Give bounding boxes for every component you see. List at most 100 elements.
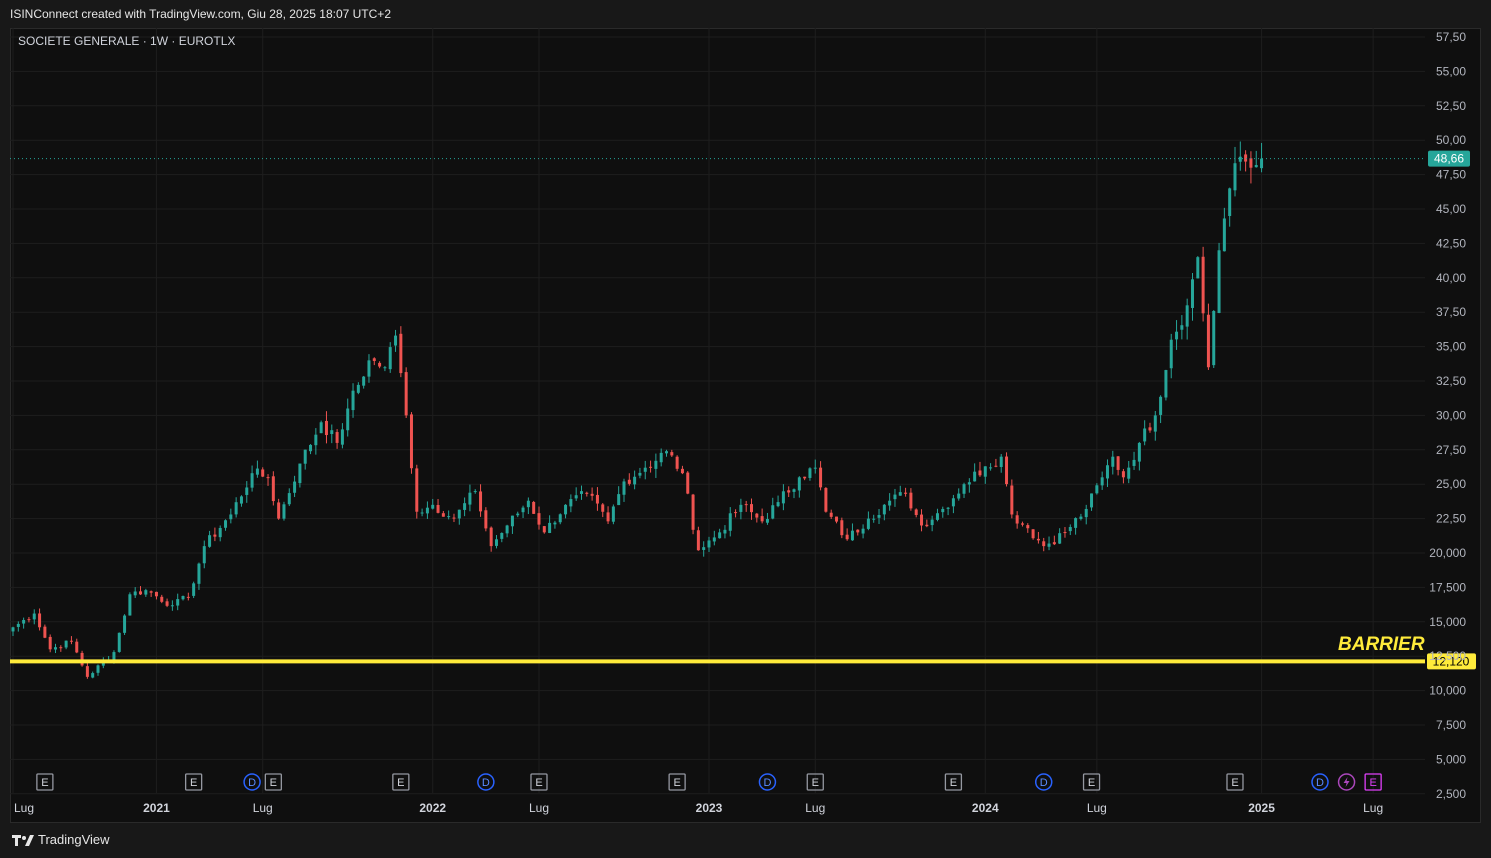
- candle-body: [893, 494, 897, 500]
- dividend-icon-letter: D: [1316, 777, 1324, 789]
- x-tick-label: Lug: [529, 801, 549, 815]
- lightning-icon: [1343, 777, 1350, 787]
- earnings-icon: [668, 773, 686, 791]
- candle-body: [176, 599, 180, 606]
- candle-body: [686, 472, 690, 494]
- x-tick-label: Lug: [253, 801, 273, 815]
- candle-body: [808, 468, 812, 478]
- candle-body: [208, 535, 212, 547]
- dividend-icon: [758, 773, 777, 791]
- candle-body: [1090, 493, 1094, 508]
- candle-body: [192, 583, 196, 596]
- x-tick-label: Lug: [14, 801, 34, 815]
- candle-body: [1153, 415, 1157, 432]
- earnings-icon: [1226, 773, 1244, 791]
- candle-body: [664, 451, 668, 454]
- earnings-icon: [36, 773, 54, 791]
- y-tick-label: 42,50: [1436, 236, 1466, 250]
- x-tick-label: 2024: [972, 801, 999, 815]
- candle-body: [1206, 314, 1210, 368]
- candle-body: [484, 510, 488, 529]
- candle-body: [340, 429, 344, 445]
- candle-body: [1074, 518, 1078, 528]
- y-tick-label: 25,00: [1436, 477, 1466, 491]
- x-tick-label: Lug: [805, 801, 825, 815]
- y-axis: 57,50 55,00 52,50 50,00 47,50 45,00 42,50 40,00…: [1429, 30, 1466, 801]
- candle-body: [866, 518, 870, 529]
- candle-body: [707, 540, 711, 548]
- candle-body: [11, 627, 15, 632]
- candle-body: [776, 502, 780, 507]
- candle-body: [59, 647, 63, 649]
- candle-body: [117, 632, 121, 652]
- candle-body: [48, 636, 52, 650]
- y-tick-label: 47,50: [1436, 168, 1466, 182]
- candle-body: [1169, 339, 1173, 369]
- tradingview-logo[interactable]: TradingView: [12, 832, 110, 847]
- y-tick-label: 55,00: [1436, 64, 1466, 78]
- candle-body: [999, 456, 1003, 468]
- candle-body: [813, 467, 817, 469]
- candle-body: [388, 347, 392, 370]
- candle-body: [951, 498, 955, 507]
- candle-body: [680, 468, 684, 474]
- candles: [11, 141, 1264, 679]
- candle-body: [75, 641, 79, 653]
- candle-body: [941, 508, 945, 513]
- candle-body: [425, 507, 429, 514]
- candle-body: [500, 532, 504, 539]
- price-chart[interactable]: 48,66 12,120 57,50 55,00 52,50 50,00 47,50 45,…: [10, 28, 1481, 823]
- candle-body: [585, 492, 589, 494]
- candle-body: [1026, 525, 1030, 529]
- candle-body: [473, 491, 477, 493]
- candle-body: [542, 526, 546, 533]
- candle-body: [1196, 257, 1200, 279]
- candle-body: [617, 494, 621, 506]
- candle-body: [750, 504, 754, 513]
- candle-body: [479, 491, 483, 512]
- y-tick-label: 20,000: [1429, 546, 1466, 560]
- candle-body: [351, 390, 355, 411]
- candle-body: [973, 471, 977, 482]
- symbol-label[interactable]: SOCIETE GENERALE · 1W · EUROTLX: [18, 34, 236, 48]
- candle-body: [548, 522, 552, 533]
- candle-body: [303, 449, 307, 464]
- candle-body: [856, 529, 860, 533]
- candle-body: [298, 463, 302, 484]
- candle-body: [994, 465, 998, 467]
- candle-body: [930, 519, 934, 526]
- y-tick-label: 37,50: [1436, 305, 1466, 319]
- candle-body: [792, 489, 796, 492]
- candle-body: [282, 504, 286, 519]
- candle-body: [1260, 158, 1264, 169]
- dividend-icon: [1034, 773, 1053, 791]
- earnings-icon-letter: E: [397, 777, 404, 789]
- candle-body: [1095, 485, 1099, 494]
- candle-body: [160, 596, 164, 602]
- candle-body: [728, 513, 732, 531]
- candle-body: [170, 605, 174, 607]
- candle-body: [1015, 515, 1019, 524]
- y-tick-label: 50,00: [1436, 133, 1466, 147]
- candle-body: [38, 613, 42, 628]
- candle-body: [611, 506, 615, 522]
- candle-body: [532, 501, 536, 514]
- y-tick-label: 30,00: [1436, 408, 1466, 422]
- candle-body: [85, 666, 89, 677]
- candle-body: [1005, 456, 1009, 485]
- candle-body: [803, 476, 807, 479]
- candle-body: [394, 335, 398, 346]
- candle-body: [1063, 532, 1067, 534]
- candle-body: [80, 652, 84, 666]
- candle-body: [186, 596, 190, 598]
- y-tick-label: 7,500: [1436, 718, 1466, 732]
- candle-body: [1105, 465, 1109, 479]
- candle-body: [123, 615, 127, 633]
- dividend-icon-letter: D: [482, 777, 490, 789]
- earnings-icon-letter: E: [950, 777, 957, 789]
- tradingview-logo-icon: [12, 834, 34, 846]
- candle-body: [861, 528, 865, 534]
- candle-body: [1058, 533, 1062, 544]
- overlays: 48,66 12,120: [10, 150, 1476, 670]
- candle-body: [399, 333, 403, 374]
